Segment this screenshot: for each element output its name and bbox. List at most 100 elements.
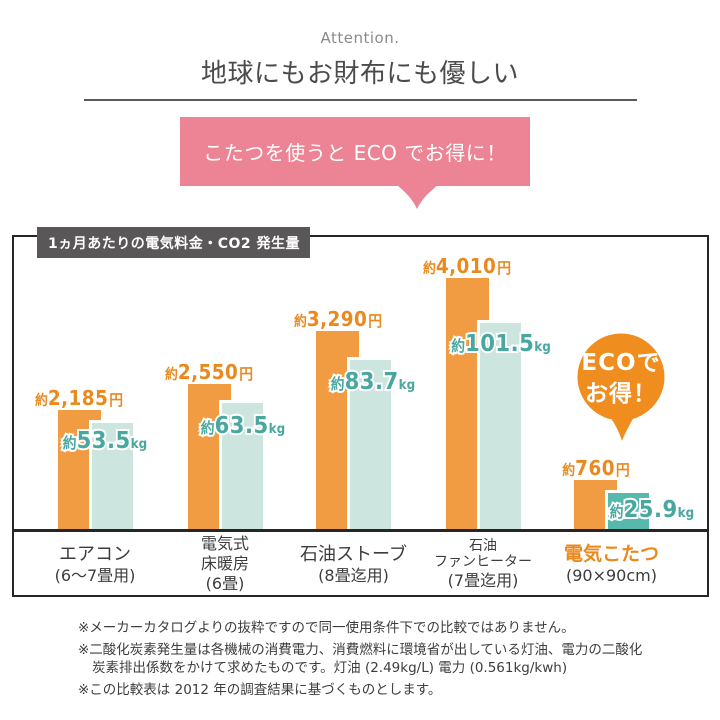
chart-title-chip: 1ヵ月あたりの電気料金・CO2 発生量 [37, 227, 311, 258]
yen-value-label: 約760円 [562, 458, 629, 478]
value-label-unit: kg [396, 377, 416, 394]
value-label-number: 83.7 [344, 369, 399, 395]
category-label-line: ファンヒーター [434, 554, 532, 570]
co2-value-label-text: 約63.5kg [201, 415, 285, 438]
value-label-number: 63.5 [213, 413, 270, 440]
value-label-prefix: 約 [609, 503, 624, 521]
value-label-unit: kg [129, 436, 149, 453]
value-label-number: 2,185 [47, 386, 109, 410]
category-label: 電気こたつ (90×90cm) [564, 533, 659, 595]
value-label-prefix: 約 [164, 367, 178, 383]
value-label-unit: kg [534, 340, 551, 355]
co2-value-label-outline: 約83.7kg [328, 369, 416, 396]
value-label-unit: 円 [497, 259, 512, 277]
value-label-prefix: 約 [200, 419, 215, 437]
speech-bubble: こたつを使うと ECO でお得に！ [180, 117, 530, 186]
eco-badge: ECOで お得！ [577, 333, 665, 441]
yen-value-label: 約4,010円 [423, 256, 511, 276]
value-label-number: 101.5 [463, 331, 535, 358]
value-label-number: 101.5 [465, 331, 535, 357]
category-label-line: (7畳迄用) [447, 570, 519, 590]
category-label: 石油 ファンヒーター (7畳迄用) [434, 533, 532, 595]
co2-bar [88, 420, 133, 531]
value-label-number: 4,010 [435, 254, 497, 278]
category-label-line: 電気こたつ [563, 543, 660, 565]
value-label-prefix: 約 [451, 337, 466, 355]
footnote-line: ※二酸化炭素発生量は各機械の消費電力、消費燃料に環境省が出している灯油、電力の二… [78, 642, 643, 658]
value-label-number: 25.9 [623, 497, 678, 523]
footnote-line: ※この比較表は 2012 年の調査結果に基づくものとします。 [78, 682, 442, 698]
value-label-number: 760 [574, 456, 615, 480]
footnote: ※この比較表は 2012 年の調査結果に基づくものとします。 [78, 681, 663, 699]
value-label-unit: 円 [367, 312, 382, 330]
category-label: 電気式 床暖房 (6畳) [201, 533, 249, 595]
co2-bar [218, 400, 263, 531]
value-label-unit: kg [398, 378, 415, 393]
title-underline [84, 99, 637, 101]
co2-value-label-outline: 約25.9kg [607, 497, 695, 524]
category-label-line: エアコン [58, 543, 131, 565]
value-label-number: 53.5 [76, 428, 131, 454]
value-label-number: 3,290 [306, 307, 367, 331]
value-label-unit: kg [675, 505, 695, 522]
category-label-line: 床暖房 [200, 554, 250, 573]
co2-value-label: 約25.9kg 約25.9kg [607, 497, 695, 524]
value-label-unit: 円 [615, 461, 630, 479]
value-label-unit: 円 [109, 391, 124, 409]
co2-bar [605, 490, 649, 531]
co2-value-label: 約53.5kg 約53.5kg [61, 428, 149, 455]
category-label-line: (90×90cm) [565, 566, 657, 585]
speech-bubble-tail-shape [397, 185, 438, 209]
category-label: 石油ストーブ (8畳迄用) [300, 533, 407, 595]
value-label-number: 83.7 [342, 369, 399, 396]
speech-bubble-text: こたつを使うと ECO でお得に！ [203, 141, 507, 165]
value-label-prefix: 約 [328, 375, 345, 394]
value-label-prefix: 約 [199, 419, 216, 438]
value-label-number: 2,550 [177, 360, 239, 384]
value-label-number: 25.9 [621, 497, 678, 524]
page-title: 地球にもお財布にも優しい [200, 59, 519, 89]
eyebrow-text: Attention. [320, 29, 400, 47]
eco-badge-tail [607, 410, 637, 441]
eco-badge-line1: ECOで [581, 350, 660, 376]
yen-value-label: 約2,550円 [165, 362, 253, 382]
value-label-prefix: 約 [422, 261, 436, 277]
value-label-unit: 円 [239, 365, 254, 383]
value-label-unit: kg [532, 339, 552, 356]
value-label-unit: kg [677, 506, 694, 521]
value-label-prefix: 約 [330, 375, 345, 393]
category-label-line: 石油 [469, 537, 497, 554]
value-label-unit: kg [267, 421, 287, 438]
category-label-line: (6畳) [205, 574, 245, 593]
value-label-unit: kg [268, 422, 286, 437]
value-label-prefix: 約 [561, 463, 575, 479]
co2-value-label-outline: 約63.5kg [199, 413, 287, 440]
footnote-line: ※メーカーカタログよりの抜粋ですので同一使用条件下での比較ではありません。 [78, 620, 575, 636]
x-axis-line [14, 529, 707, 532]
co2-value-label: 約101.5kg 約101.5kg [449, 331, 552, 358]
yen-value-label: 約2,185円 [35, 388, 123, 408]
eco-badge-line2: お得！ [585, 380, 657, 407]
yen-value-label: 約3,290円 [293, 309, 381, 329]
co2-value-label-text: 約101.5kg [451, 333, 551, 356]
category-label-line: 電気式 [200, 534, 250, 553]
co2-value-label-text: 約53.5kg [63, 430, 147, 453]
co2-value-label-text: 約25.9kg [609, 499, 693, 522]
value-label-prefix: 約 [607, 503, 624, 522]
eco-badge-circle [577, 333, 665, 421]
co2-value-label-text: 約83.7kg [330, 371, 414, 394]
value-label-unit: kg [130, 437, 148, 452]
co2-value-label: 約63.5kg 約63.5kg [199, 413, 287, 440]
category-label-line: (8畳迄用) [318, 565, 389, 585]
footnote: ※メーカーカタログよりの抜粋ですので同一使用条件下での比較ではありません。 [78, 619, 663, 637]
value-label-prefix: 約 [34, 393, 48, 409]
value-label-number: 53.5 [75, 428, 132, 455]
value-label-prefix: 約 [62, 434, 77, 452]
speech-bubble-tail [397, 185, 438, 209]
footnote-line: 炭素排出係数をかけて求めたものです。灯油 (2.49kg/L) 電力 (0.56… [92, 660, 568, 676]
value-label-prefix: 約 [449, 337, 466, 356]
co2-value-label-outline: 約53.5kg [61, 428, 149, 455]
category-label-line: (6〜7畳用) [54, 565, 136, 585]
